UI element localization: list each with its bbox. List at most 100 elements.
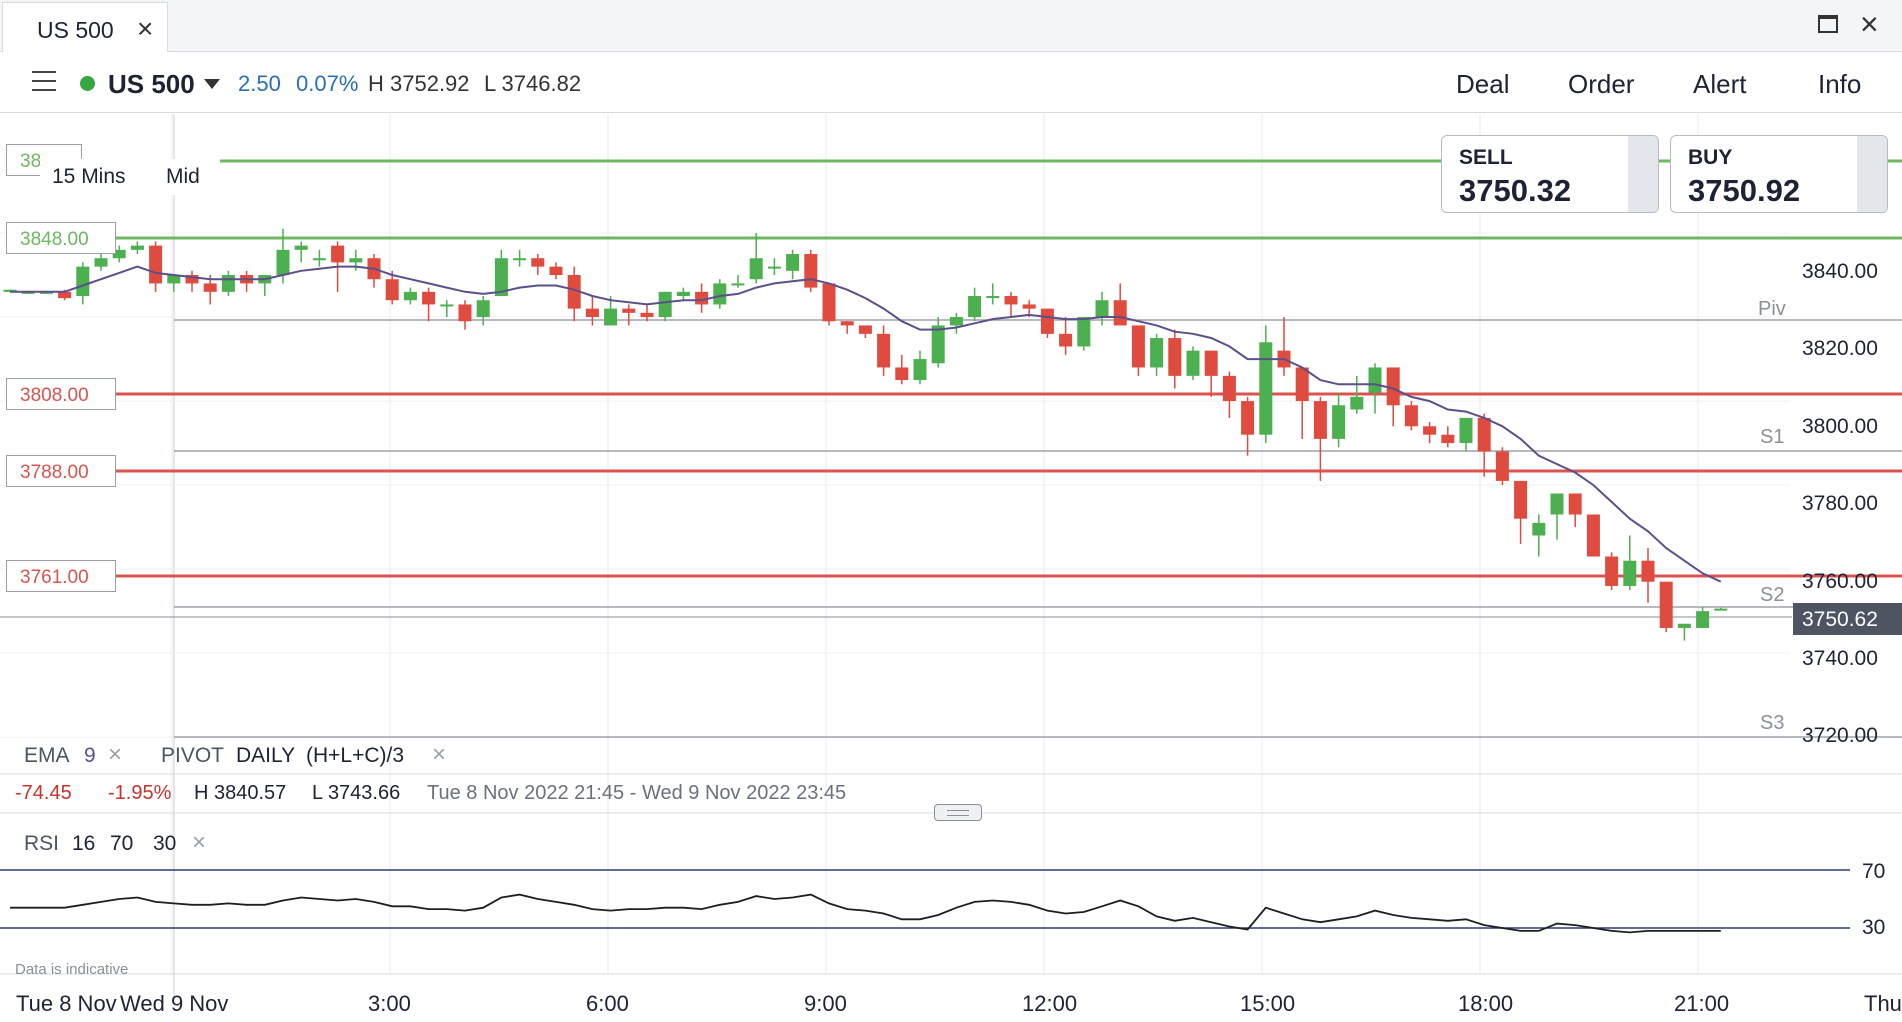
hamburger-menu-icon[interactable] [32,71,56,91]
candle-body [403,291,417,301]
level-box-3808[interactable]: 3808.00 [6,378,116,410]
x-tick-label: 15:00 [1240,991,1296,1016]
tab-title: US 500 [37,17,114,43]
remove-pivot-icon[interactable]: × [432,741,447,768]
session-high: H 3752.92 [368,71,470,96]
x-tick-label: Wed 9 Nov [120,991,229,1016]
candle-body [1077,317,1091,347]
candle-body [76,266,90,297]
candle-body [1605,556,1619,586]
candle-body [1241,401,1255,435]
candle-body [1095,300,1109,318]
candle-body [986,296,1000,299]
price-change: 2.50 [238,71,281,96]
candle-body [1332,405,1346,439]
candle-body [640,312,654,318]
candle-body [494,258,508,297]
y-tick-label: 3820.00 [1802,337,1878,360]
level-box-3848[interactable]: 3848.00 [6,222,116,254]
candle-body [567,275,581,309]
candle-body [1131,325,1145,368]
chart-area[interactable]: 38 3848.00 3808.00 3788.00 3761.00 15 Mi… [0,114,1902,1022]
remove-rsi-icon[interactable]: × [192,829,207,856]
pivot-formula[interactable]: (H+L+C)/3 [306,744,405,767]
candle-body [185,275,199,284]
candle-body [1022,304,1036,309]
candle-body [1696,611,1710,628]
candle-body [440,304,454,307]
maximize-icon[interactable] [1818,15,1838,33]
candle-body [94,258,108,267]
remove-ema-icon[interactable]: × [108,741,123,768]
market-name[interactable]: US 500 [108,69,195,99]
pivot-label[interactable]: PIVOT [161,744,225,767]
market-status-dot [80,76,95,91]
candle-body [749,258,763,280]
buy-button[interactable]: BUY 3750.92 [1670,135,1888,213]
candle-body [822,283,836,322]
candle-body [622,308,636,313]
candle-body [149,245,163,284]
candle-body [1295,367,1309,402]
candle-body [39,291,53,294]
y-tick-label: 3780.00 [1802,492,1878,515]
buy-button-strip [1857,136,1887,212]
candle-body [1495,451,1509,481]
tab-close-icon[interactable]: × [137,13,154,44]
candle-body [1441,434,1455,444]
pane-resize-handle[interactable] [934,804,982,821]
candle-body [1313,401,1327,439]
period-change-percent: -1.95% [108,782,172,804]
candle-body [513,258,527,261]
x-tick-label: 21:00 [1674,991,1730,1016]
candle-body [276,249,290,276]
candle-body [931,325,945,364]
candle-body [112,249,126,259]
candle-body [221,275,235,292]
sell-button[interactable]: SELL 3750.32 [1441,135,1659,213]
candle-body [1368,367,1382,393]
rsi-period[interactable]: 16 [72,832,96,855]
window-close-icon[interactable]: × [1860,6,1879,42]
nav-alert[interactable]: Alert [1693,69,1747,99]
y-tick-label: 3720.00 [1802,724,1878,747]
current-price-tag: 3750.62 [1793,603,1902,635]
buy-price: 3750.92 [1688,173,1801,208]
y-tick-label: 3740.00 [1802,647,1878,670]
nav-order[interactable]: Order [1568,69,1635,99]
market-dropdown-caret-icon[interactable] [204,79,220,89]
nav-info[interactable]: Info [1818,69,1862,99]
y-tick-label: 3760.00 [1802,570,1878,593]
period-change: -74.45 [15,782,72,804]
candle-body [1459,417,1473,444]
tab-us500[interactable]: US 500 × [2,2,168,52]
rsi-axis-70: 70 [1862,860,1886,883]
candle-body [1113,300,1127,326]
ema-period[interactable]: 9 [84,744,96,767]
rsi-lower[interactable]: 30 [153,832,177,855]
x-tick-label: 9:00 [804,991,847,1016]
candle-body [1059,333,1073,347]
candle-body [676,291,690,297]
candle-body [422,291,436,305]
rsi-label[interactable]: RSI [24,832,60,855]
candle-body [58,291,72,299]
pivot-label-s3: S3 [1760,712,1785,734]
nav-deal[interactable]: Deal [1456,69,1510,99]
price-chart-canvas[interactable] [0,114,1902,1022]
timeframe-selector[interactable]: 15 Mins [40,159,138,195]
pivot-period[interactable]: DAILY [236,744,296,767]
x-tick-label: 12:00 [1022,991,1078,1016]
level-box-3761[interactable]: 3761.00 [6,560,116,592]
pivot-label-s2: S2 [1760,584,1785,606]
candle-body [1350,396,1364,410]
candle-body [1168,338,1182,376]
ema-label[interactable]: EMA [24,744,70,767]
rsi-upper[interactable]: 70 [110,832,134,855]
level-box-3788[interactable]: 3788.00 [6,455,116,487]
candle-body [1550,493,1564,515]
candle-body [1586,514,1600,557]
x-tick-label: 6:00 [586,991,629,1016]
candle-body [968,296,982,318]
price-type-selector[interactable]: Mid [152,159,214,195]
